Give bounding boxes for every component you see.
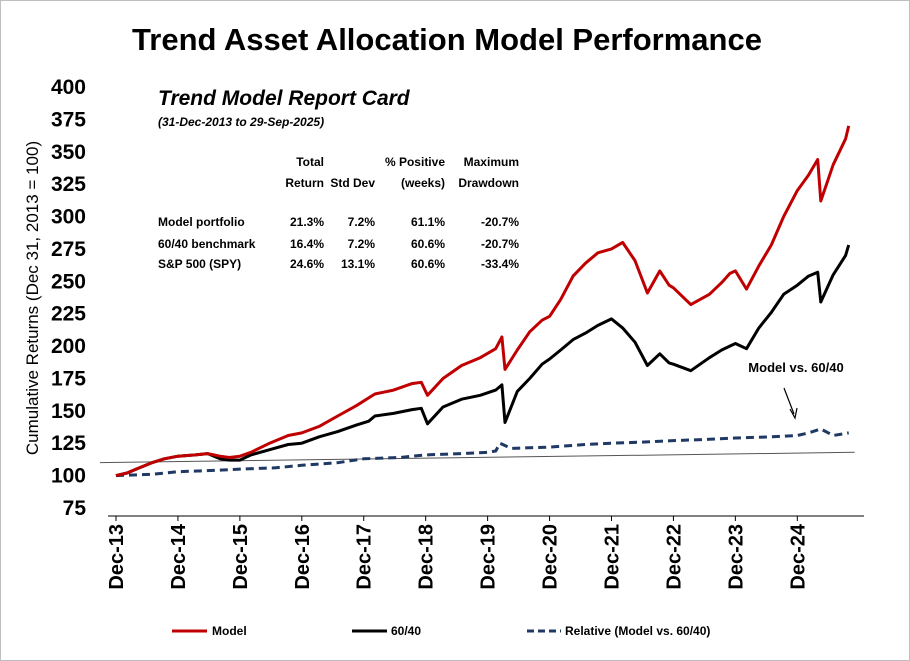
row-6040-positive: 60.6% xyxy=(411,237,445,251)
y-tick-label: 200 xyxy=(51,335,86,358)
header-weeks: (weeks) xyxy=(401,176,445,190)
row-label-spy: S&P 500 (SPY) xyxy=(158,257,241,271)
row-spy-return: 24.6% xyxy=(290,257,324,271)
y-tick-label: 100 xyxy=(51,465,86,488)
y-tick-label: 75 xyxy=(63,497,87,520)
x-tick-label: Dec-13 xyxy=(106,524,128,590)
y-tick-label: 125 xyxy=(51,432,86,455)
row-6040-stddev: 7.2% xyxy=(348,237,376,251)
y-tick-label: 150 xyxy=(51,400,86,423)
y-tick-label: 275 xyxy=(51,238,86,261)
y-tick-label: 375 xyxy=(51,108,86,131)
report-card-title: Trend Model Report Card xyxy=(158,87,411,110)
y-tick-labels: 75 100 125 150 175 200 225 250 275 300 325 350 375 40… xyxy=(51,76,86,520)
x-tick-label: Dec-19 xyxy=(478,524,500,590)
x-tick-label: Dec-24 xyxy=(787,523,809,589)
annotation-text: Model vs. 60/40 xyxy=(748,360,843,375)
x-tick-label: Dec-22 xyxy=(663,524,685,590)
x-tick-label: Dec-17 xyxy=(354,524,376,590)
row-spy-drawdown: -33.4% xyxy=(481,257,519,271)
x-tick-label: Dec-21 xyxy=(601,524,623,590)
row-model-return: 21.3% xyxy=(290,215,324,229)
header-return: Return xyxy=(285,176,324,190)
y-tick-label: 325 xyxy=(51,173,86,196)
row-model-positive: 61.1% xyxy=(411,215,445,229)
chart-title: Trend Asset Allocation Model Performance xyxy=(132,22,762,57)
header-maximum: Maximum xyxy=(464,155,519,169)
x-tick-label: Dec-23 xyxy=(725,524,747,590)
report-card: Trend Model Report Card (31-Dec-2013 to … xyxy=(158,87,519,271)
x-tick-label: Dec-20 xyxy=(540,524,562,590)
header-pct-positive: % Positive xyxy=(385,155,445,169)
y-tick-label: 175 xyxy=(51,367,86,390)
x-tick-label: Dec-14 xyxy=(168,523,190,589)
row-label-model: Model portfolio xyxy=(158,215,245,229)
row-spy-stddev: 13.1% xyxy=(341,257,375,271)
y-axis-label: Cumulative Returns (Dec 31, 2013 = 100) xyxy=(23,141,42,455)
x-tick-label: Dec-18 xyxy=(416,524,438,590)
header-drawdown: Drawdown xyxy=(458,176,519,190)
row-6040-return: 16.4% xyxy=(290,237,324,251)
legend-label-6040: 60/40 xyxy=(391,624,421,638)
row-spy-positive: 60.6% xyxy=(411,257,445,271)
series-layer xyxy=(99,125,855,478)
header-total: Total xyxy=(296,155,324,169)
x-tick-label: Dec-15 xyxy=(230,524,252,590)
series-line-6040 xyxy=(115,244,851,478)
annotation-arrow-line xyxy=(783,387,795,415)
row-label-6040: 60/40 benchmark xyxy=(158,237,256,251)
series-line-model xyxy=(115,125,851,478)
report-card-subtitle: (31-Dec-2013 to 29-Sep-2025) xyxy=(158,115,324,129)
y-tick-label: 300 xyxy=(51,206,86,229)
row-model-drawdown: -20.7% xyxy=(481,215,519,229)
row-6040-drawdown: -20.7% xyxy=(481,237,519,251)
series-line-relative xyxy=(115,427,849,478)
legend-label-relative: Relative (Model vs. 60/40) xyxy=(565,624,710,638)
row-model-stddev: 7.2% xyxy=(348,215,376,229)
legend: Model 60/40 Relative (Model vs. 60/40) xyxy=(172,624,710,638)
y-tick-label: 350 xyxy=(51,141,86,164)
y-tick-label: 400 xyxy=(51,76,86,99)
y-tick-label: 225 xyxy=(51,303,86,326)
legend-label-model: Model xyxy=(212,624,247,638)
annotation-arrow-head xyxy=(789,407,798,420)
y-tick-label: 250 xyxy=(51,270,86,293)
x-tick-label: Dec-16 xyxy=(292,524,314,590)
x-tick-labels: Dec-13 Dec-14 Dec-15 Dec-16 Dec-17 Dec-18 Dec-… xyxy=(106,516,809,590)
header-std-dev: Std Dev xyxy=(330,176,375,190)
